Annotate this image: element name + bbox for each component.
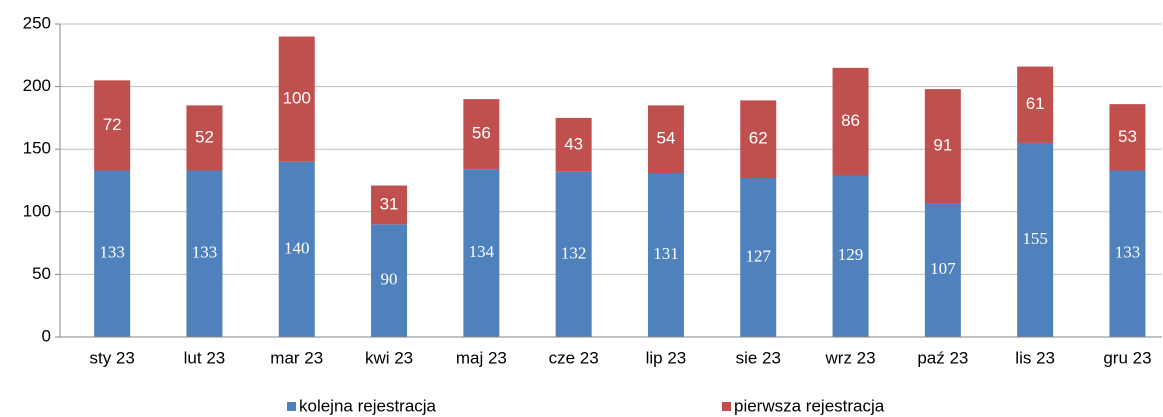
x-tick-label: paź 23 [917, 348, 968, 367]
y-tick-label: 150 [23, 139, 51, 158]
bar-segment [1109, 104, 1146, 171]
bar-segment [832, 175, 869, 337]
legend-label: kolejna rejestracja [299, 396, 437, 415]
x-tick-label: lip 23 [646, 348, 687, 367]
value-label: 91 [933, 136, 952, 155]
x-tick-label: gru 23 [1103, 348, 1151, 367]
x-tick-label: lis 23 [1015, 348, 1055, 367]
y-tick-label: 100 [23, 201, 51, 220]
value-label: 31 [380, 194, 399, 213]
legend-swatch [722, 402, 731, 411]
bar-segment [1017, 142, 1054, 337]
y-tick-label: 200 [23, 76, 51, 95]
legend-label: pierwsza rejestracja [734, 396, 885, 415]
bar-segment [740, 100, 777, 178]
value-label: 155 [1022, 229, 1048, 248]
bar-segment [186, 170, 223, 337]
x-tick-label: sty 23 [89, 348, 134, 367]
bar-segment [463, 169, 500, 337]
value-label: 127 [746, 246, 772, 265]
value-label: 72 [103, 115, 122, 134]
value-label: 100 [283, 89, 311, 108]
bar-segment [832, 67, 869, 176]
value-label: 53 [1118, 127, 1137, 146]
value-label: 54 [656, 129, 675, 148]
x-tick-label: kwi 23 [365, 348, 413, 367]
bar-segment [186, 105, 223, 171]
bar-segment [463, 99, 500, 170]
y-tick-label: 250 [23, 13, 51, 32]
value-label: 140 [284, 238, 310, 257]
value-label: 131 [653, 244, 679, 263]
y-tick-label: 0 [42, 326, 51, 345]
bar-segment [94, 170, 131, 337]
x-tick-label: lut 23 [184, 348, 226, 367]
x-tick-label: cze 23 [549, 348, 599, 367]
bar-segment [647, 105, 684, 173]
value-label: 61 [1026, 94, 1045, 113]
bar-segment [371, 224, 408, 337]
value-label: 62 [749, 129, 768, 148]
bar-segment [371, 185, 408, 225]
value-label: 86 [841, 111, 860, 130]
bar-segment [555, 117, 592, 172]
bar-segment [555, 171, 592, 337]
value-label: 133 [1115, 243, 1141, 262]
value-label: 43 [564, 134, 583, 153]
value-label: 134 [469, 242, 495, 261]
legend-swatch [287, 402, 296, 411]
value-label: 133 [99, 243, 125, 262]
bar-segment [647, 172, 684, 337]
value-label: 129 [838, 245, 864, 264]
bar-segment [740, 177, 777, 337]
y-tick-label: 50 [32, 264, 51, 283]
bar-segment [278, 36, 315, 162]
value-label: 132 [561, 243, 587, 262]
value-label: 56 [472, 124, 491, 143]
x-tick-label: mar 23 [270, 348, 323, 367]
x-tick-label: wrz 23 [825, 348, 876, 367]
value-label: 133 [192, 243, 218, 262]
bar-segment [1109, 170, 1146, 337]
bar-segment [94, 80, 131, 171]
value-label: 90 [381, 270, 398, 289]
bar-segment [278, 161, 315, 337]
value-label: 52 [195, 127, 214, 146]
x-tick-label: sie 23 [736, 348, 781, 367]
value-label: 107 [930, 259, 956, 278]
bar-segment [1017, 66, 1054, 143]
x-tick-label: maj 23 [456, 348, 507, 367]
bar-segment [924, 89, 961, 204]
bar-segment [924, 203, 961, 337]
